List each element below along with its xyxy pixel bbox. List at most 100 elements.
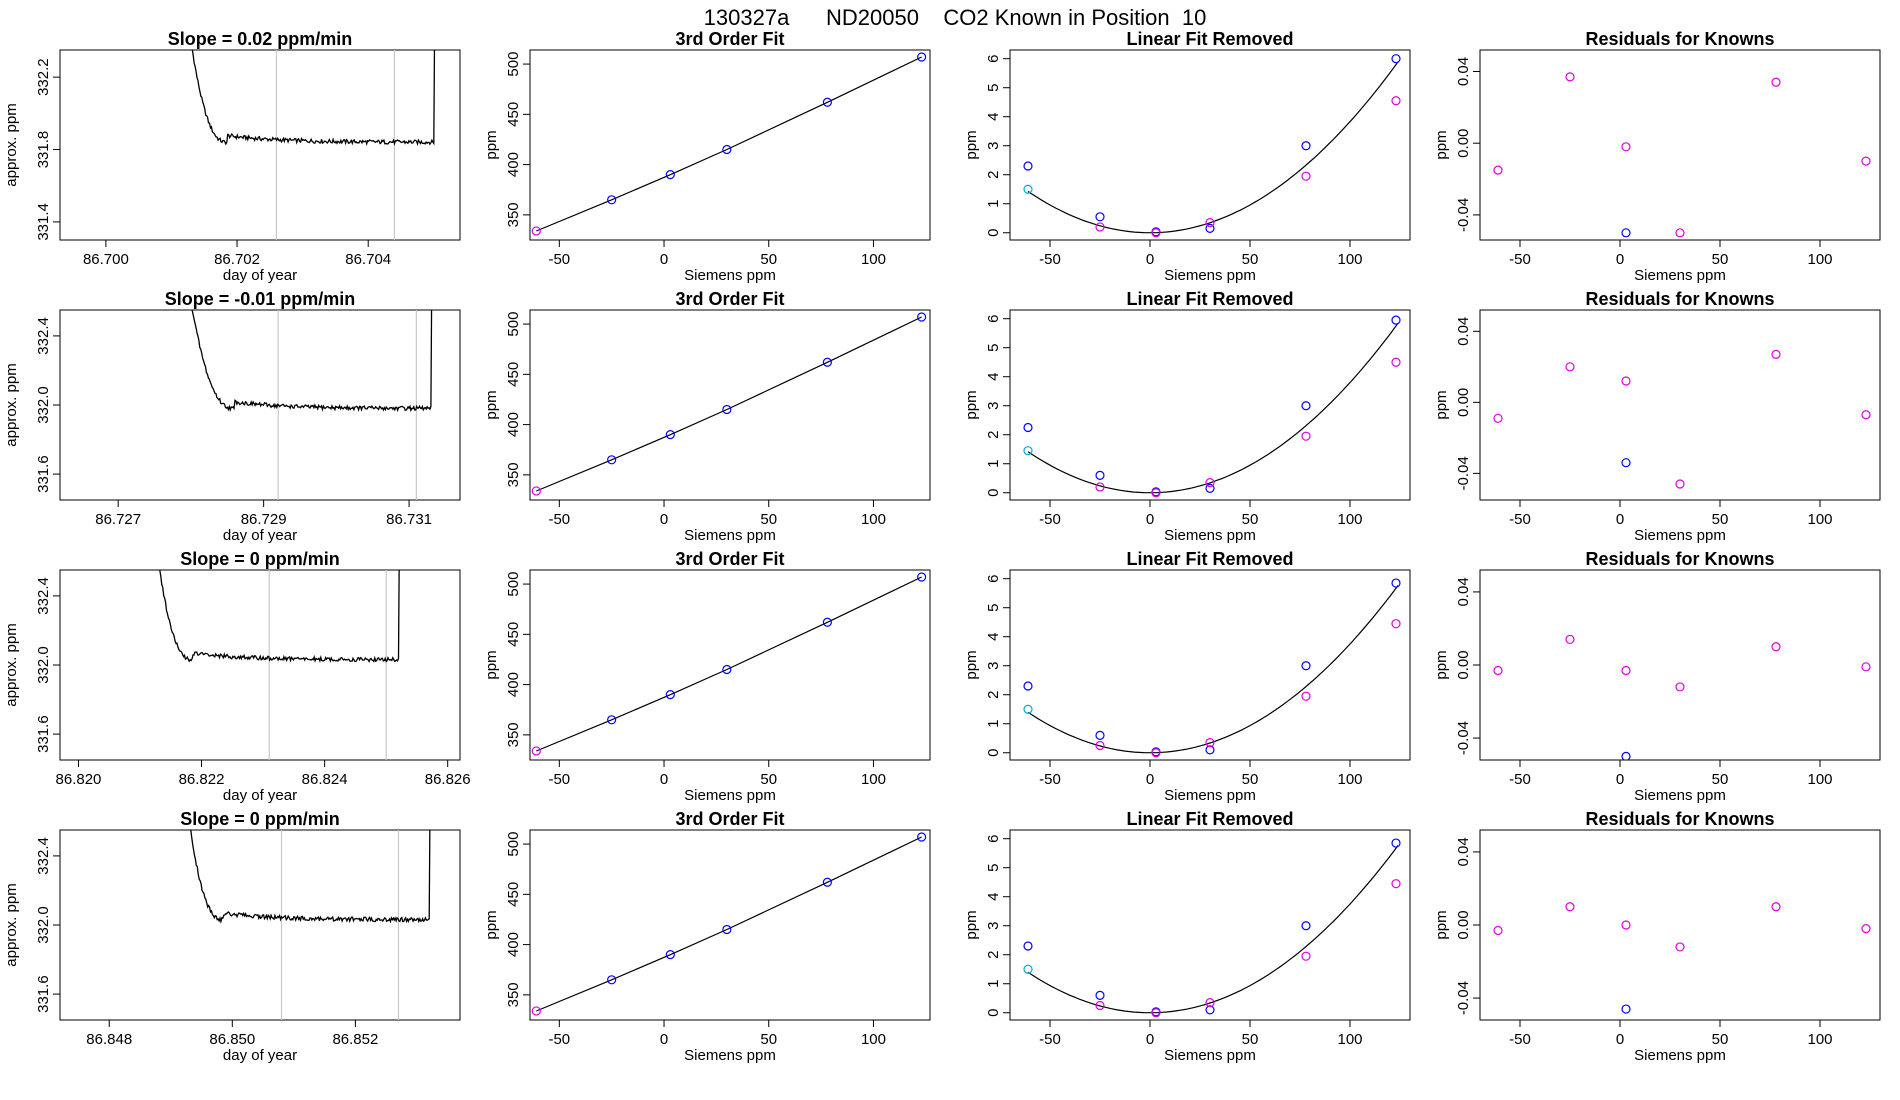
plot-area	[1023, 315, 1401, 498]
x-tick-label: 100	[1807, 771, 1832, 788]
data-point	[1493, 665, 1503, 676]
data-point	[1391, 54, 1401, 64]
data-point	[1621, 142, 1631, 152]
data-point	[1095, 990, 1105, 1000]
y-tick-label: 3	[985, 142, 1002, 150]
data-point	[917, 312, 927, 322]
x-tick-label: 100	[1337, 251, 1362, 268]
y-tick-label: 3	[985, 662, 1002, 670]
data-point	[1621, 920, 1631, 930]
x-tick-label: 86.704	[345, 251, 391, 268]
plot-area	[159, 570, 400, 760]
x-tick-label: 50	[760, 251, 777, 268]
y-axis-label: ppm	[483, 910, 500, 939]
data-point	[665, 170, 675, 180]
panel-title: 3rd Order Fit	[675, 29, 784, 49]
data-point	[822, 617, 832, 627]
y-tick-label: 4	[985, 373, 1002, 381]
data-point	[1621, 751, 1631, 760]
x-tick-label: 86.852	[332, 1031, 378, 1048]
data-point	[1023, 964, 1033, 974]
plot-area	[191, 310, 433, 500]
panel-r3-c2: 3rd Order Fit -50 0 50 100 350 400 450 500 Siemen…	[483, 549, 931, 804]
data-point	[1565, 902, 1575, 912]
panel-r3-c4: Residuals for Knowns -50 0 50 100 -0.04 0.00 0.…	[1433, 549, 1881, 804]
panel-r1-c3: Linear Fit Removed -50 0 50 100 0 1 2 3 4 5 6 Siemen…	[963, 29, 1411, 284]
data-point	[1771, 77, 1781, 87]
x-tick-label: 50	[760, 771, 777, 788]
panel-r4-c1: Slope = 0 ppm/min 86.848 86.850 86.852 331.6…	[3, 809, 461, 1064]
data-point	[1095, 482, 1105, 492]
x-tick-label: 0	[1616, 1031, 1624, 1048]
panel-title: Slope = 0.02 ppm/min	[168, 29, 353, 49]
x-tick-label: -50	[548, 771, 570, 788]
y-axis-label: approx. ppm	[3, 363, 20, 446]
fit-curve	[1027, 845, 1399, 1014]
plot-frame	[1479, 49, 1881, 241]
plot-frame	[1009, 829, 1411, 1021]
y-tick-label: 2	[985, 951, 1002, 959]
panel-r2-c1: Slope = -0.01 ppm/min 86.727 86.729 86.731 3…	[3, 289, 461, 544]
y-tick-label: 500	[505, 312, 522, 337]
x-axis-label: Siemens ppm	[1164, 1047, 1256, 1064]
x-tick-label: 86.700	[83, 251, 129, 268]
panel-title: Slope = 0 ppm/min	[180, 809, 340, 829]
plot-area	[531, 312, 927, 496]
panel-r4-c3: Linear Fit Removed -50 0 50 100 0 1 2 3 4 5 6 Siemen…	[963, 809, 1411, 1064]
data-point	[1205, 737, 1215, 748]
x-tick-label: 100	[1337, 511, 1362, 528]
y-tick-label: 450	[505, 882, 522, 907]
y-tick-label: 350	[505, 202, 522, 227]
panel-r1-c1: Slope = 0.02 ppm/min 86.700 86.702 86.704 33…	[3, 29, 461, 284]
data-point	[1675, 942, 1685, 952]
panel-title: Residuals for Knowns	[1585, 549, 1774, 569]
data-point	[722, 664, 732, 675]
data-point	[1301, 921, 1311, 931]
y-tick-label: 331.6	[35, 455, 52, 493]
data-point	[722, 144, 732, 155]
x-tick-label: 86.729	[241, 511, 287, 528]
data-point	[1095, 470, 1105, 480]
plot-frame	[1009, 569, 1411, 761]
data-point	[917, 832, 927, 842]
data-point	[1205, 745, 1215, 755]
x-axis-label: day of year	[223, 1047, 297, 1064]
y-tick-label: 350	[505, 982, 522, 1007]
x-axis-label: Siemens ppm	[684, 267, 776, 284]
fit-line	[536, 56, 922, 232]
y-axis-label: ppm	[963, 130, 980, 159]
panel-r1-c2: 3rd Order Fit -50 0 50 100 350 400 450 500 Siemen…	[483, 29, 931, 284]
y-axis-label: ppm	[963, 650, 980, 679]
y-tick-label: 350	[505, 722, 522, 747]
plot-area	[1023, 54, 1401, 238]
y-tick-label: 3	[985, 402, 1002, 410]
y-tick-label: 1	[985, 200, 1002, 208]
data-point	[607, 455, 617, 465]
y-tick-label: 500	[505, 832, 522, 857]
y-axis-label: ppm	[1433, 910, 1450, 939]
data-point	[1771, 349, 1781, 359]
y-tick-label: 1	[985, 980, 1002, 988]
fit-line	[536, 836, 922, 1012]
y-axis-label: ppm	[963, 390, 980, 419]
panel-r4-c4: Residuals for Knowns -50 0 50 100 -0.04 0.00 0.…	[1433, 809, 1881, 1064]
x-axis-label: Siemens ppm	[1634, 787, 1726, 804]
data-point	[1391, 315, 1401, 325]
plot-area	[1493, 72, 1871, 238]
data-point	[917, 572, 927, 582]
x-tick-label: 50	[1242, 251, 1259, 268]
data-point	[1023, 184, 1033, 194]
y-tick-label: 5	[985, 604, 1002, 612]
data-point	[1301, 951, 1311, 961]
y-tick-label: 331.8	[35, 131, 52, 169]
panel-title: Slope = -0.01 ppm/min	[165, 289, 356, 309]
y-tick-label: 500	[505, 572, 522, 597]
data-point	[1565, 634, 1575, 645]
x-tick-label: 100	[1337, 1031, 1362, 1048]
plot-frame	[529, 829, 931, 1021]
y-tick-label: 332.0	[35, 386, 52, 424]
y-tick-label: 6	[985, 835, 1002, 843]
data-point	[722, 404, 732, 415]
fit-line	[536, 316, 922, 492]
